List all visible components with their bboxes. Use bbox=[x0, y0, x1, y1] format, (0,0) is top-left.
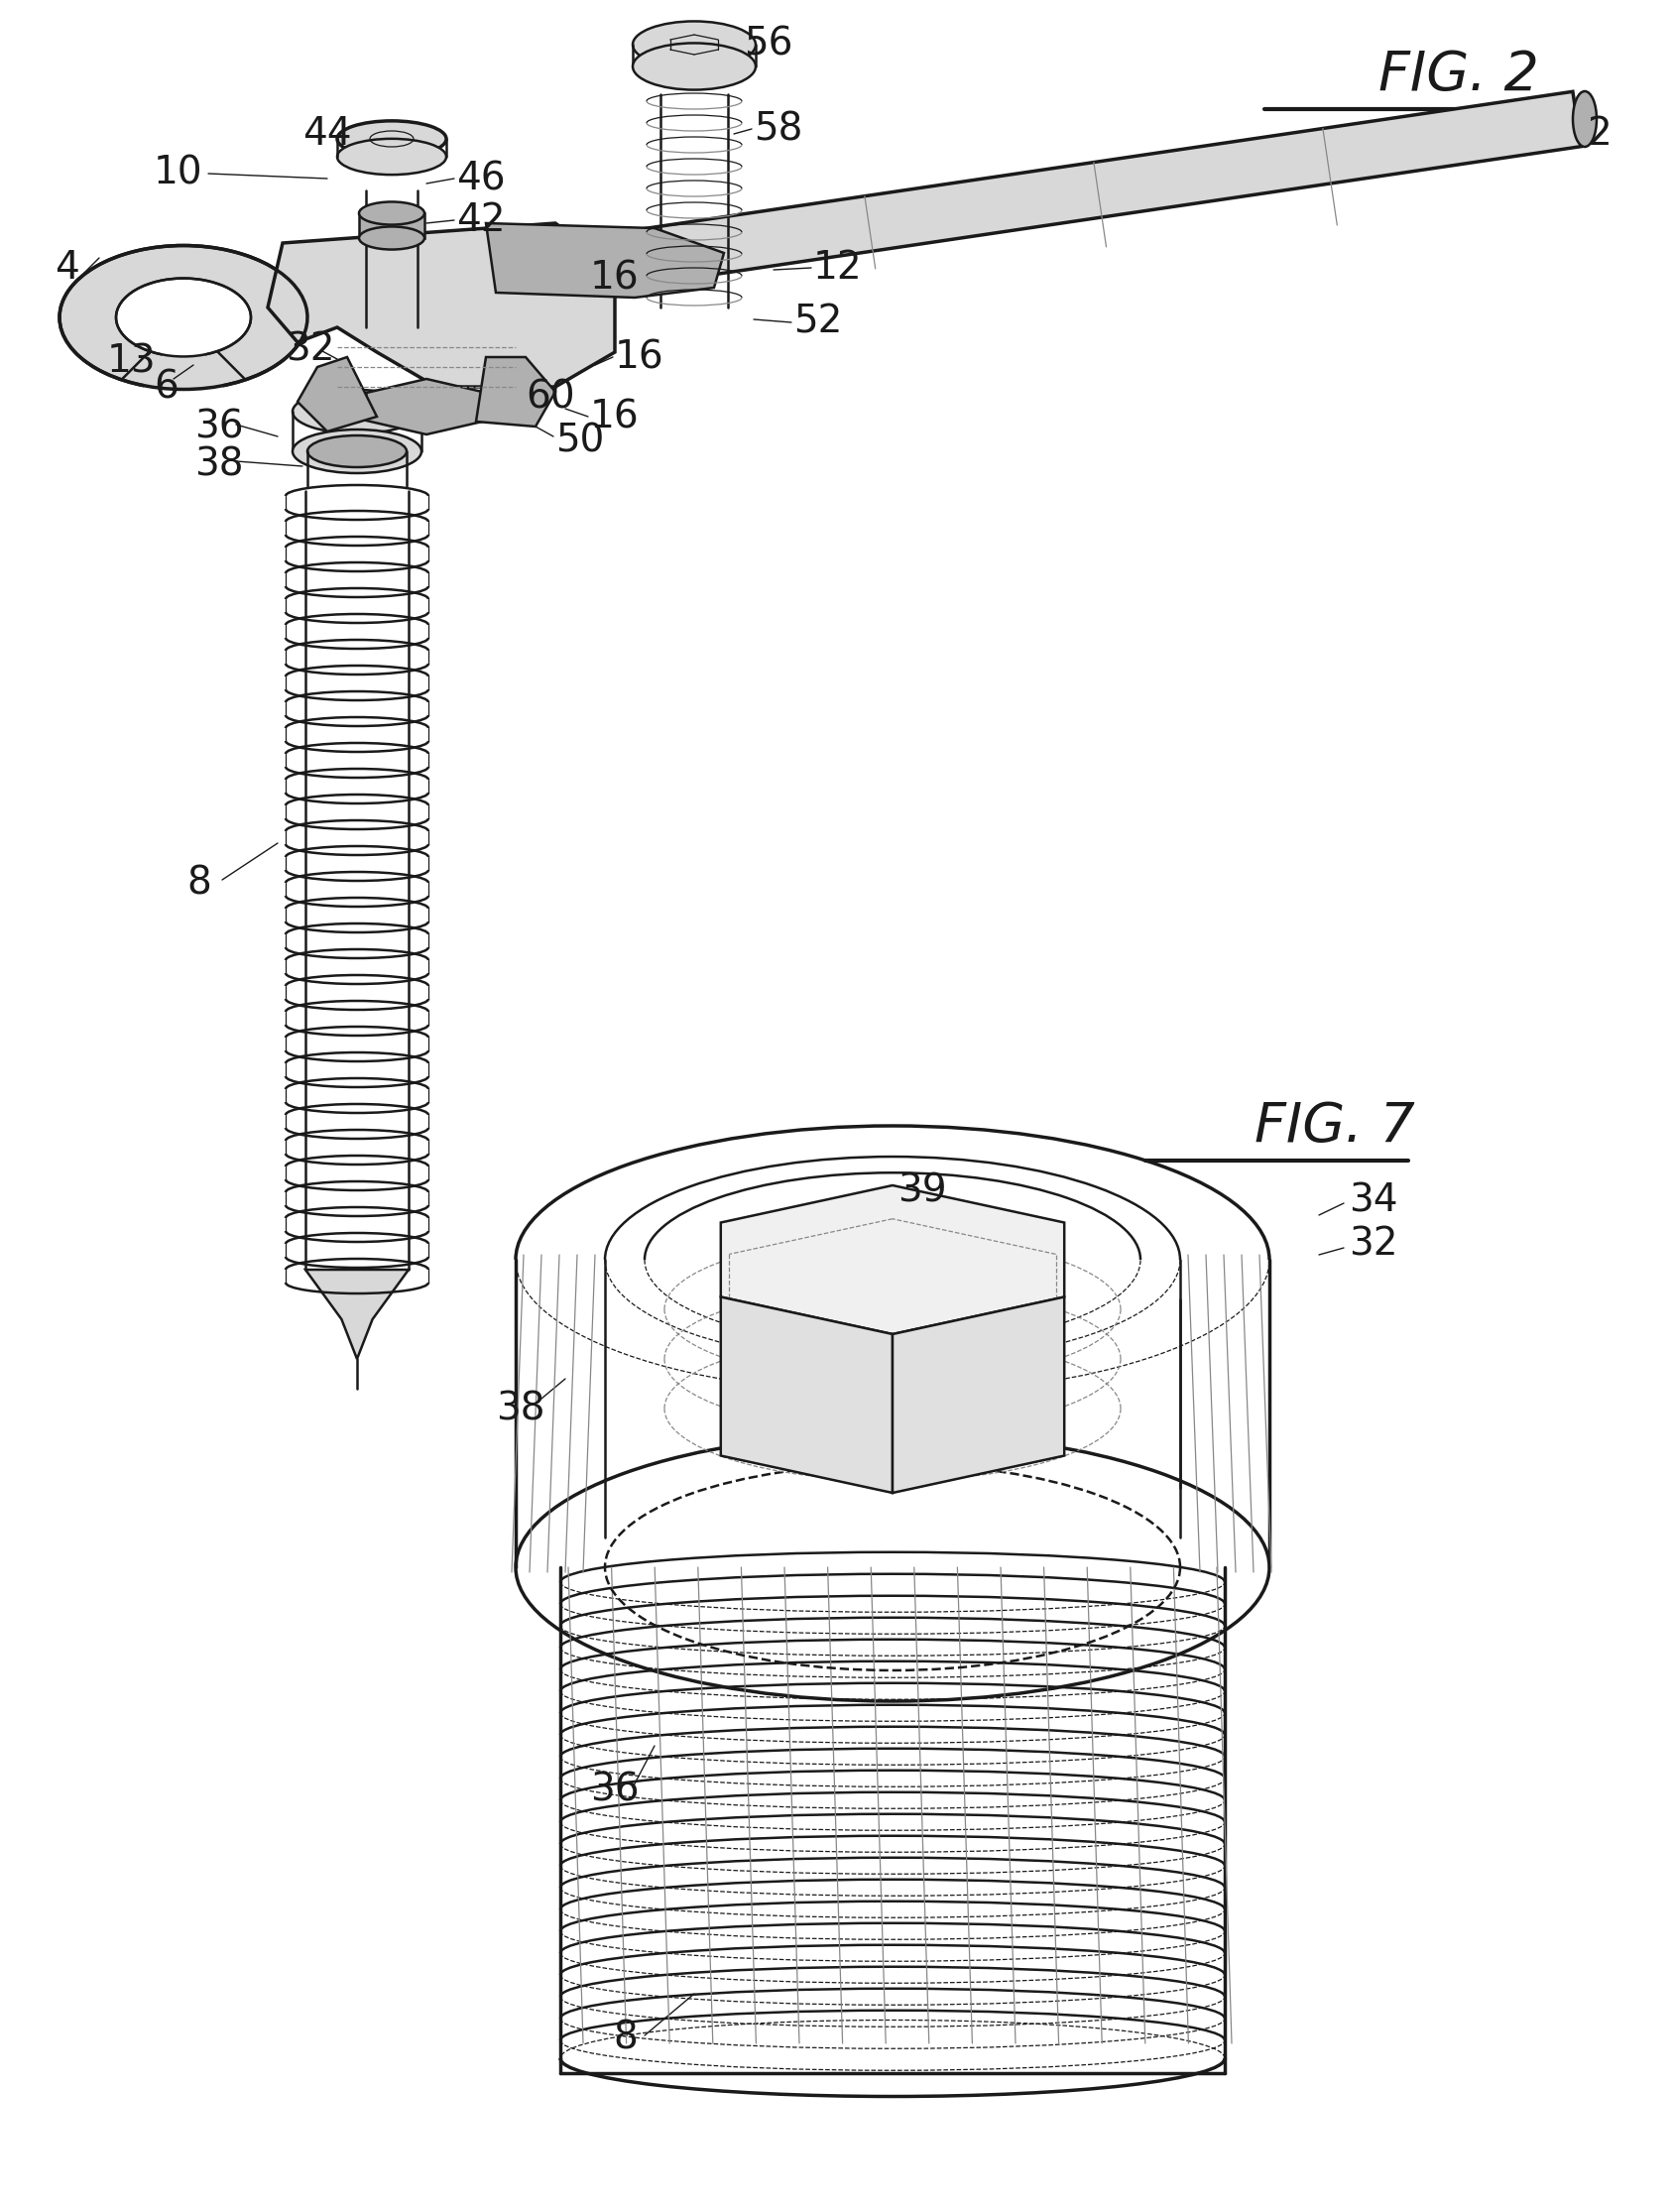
Text: 36: 36 bbox=[194, 407, 244, 445]
Polygon shape bbox=[485, 223, 723, 299]
Text: 58: 58 bbox=[753, 111, 802, 148]
Text: 32: 32 bbox=[1349, 1225, 1398, 1263]
Polygon shape bbox=[358, 212, 425, 239]
Text: 39: 39 bbox=[897, 1172, 947, 1210]
Ellipse shape bbox=[60, 246, 308, 389]
Text: 42: 42 bbox=[457, 201, 506, 239]
Text: 16: 16 bbox=[614, 338, 665, 376]
Text: FIG. 7: FIG. 7 bbox=[1254, 1099, 1415, 1152]
Polygon shape bbox=[531, 91, 1580, 301]
Polygon shape bbox=[367, 378, 487, 434]
Text: 60: 60 bbox=[526, 378, 574, 416]
Text: 13: 13 bbox=[107, 343, 156, 380]
Text: 16: 16 bbox=[589, 398, 639, 436]
Polygon shape bbox=[721, 1186, 1065, 1334]
Ellipse shape bbox=[358, 201, 425, 226]
Text: 38: 38 bbox=[194, 445, 243, 482]
Polygon shape bbox=[268, 223, 614, 387]
Text: 8: 8 bbox=[613, 2020, 638, 2057]
Text: 6: 6 bbox=[154, 367, 179, 405]
Ellipse shape bbox=[633, 42, 755, 91]
Text: 36: 36 bbox=[589, 1772, 639, 1809]
Polygon shape bbox=[892, 1296, 1065, 1493]
Polygon shape bbox=[305, 1270, 408, 1358]
Text: 38: 38 bbox=[496, 1389, 546, 1427]
Text: 12: 12 bbox=[814, 250, 862, 288]
Polygon shape bbox=[721, 1345, 1065, 1493]
Text: 8: 8 bbox=[186, 865, 211, 902]
Polygon shape bbox=[475, 356, 556, 427]
Text: 4: 4 bbox=[55, 250, 79, 288]
Ellipse shape bbox=[116, 279, 251, 356]
Ellipse shape bbox=[1574, 91, 1597, 146]
Text: 56: 56 bbox=[743, 27, 793, 64]
Text: 16: 16 bbox=[589, 259, 639, 296]
Text: 52: 52 bbox=[793, 303, 842, 341]
Ellipse shape bbox=[293, 429, 422, 473]
Polygon shape bbox=[298, 356, 377, 431]
Ellipse shape bbox=[336, 122, 447, 157]
Text: 46: 46 bbox=[457, 159, 506, 197]
Ellipse shape bbox=[308, 436, 407, 467]
Text: 44: 44 bbox=[303, 115, 352, 153]
Ellipse shape bbox=[293, 389, 422, 434]
Ellipse shape bbox=[358, 226, 425, 250]
Polygon shape bbox=[721, 1296, 892, 1493]
Ellipse shape bbox=[336, 139, 447, 175]
Text: 32: 32 bbox=[286, 330, 335, 367]
Text: 2: 2 bbox=[1587, 115, 1612, 153]
Text: 10: 10 bbox=[154, 155, 203, 192]
Text: 34: 34 bbox=[1349, 1181, 1398, 1219]
Text: FIG. 2: FIG. 2 bbox=[1378, 49, 1538, 102]
Text: 50: 50 bbox=[556, 422, 604, 460]
Ellipse shape bbox=[633, 22, 755, 69]
